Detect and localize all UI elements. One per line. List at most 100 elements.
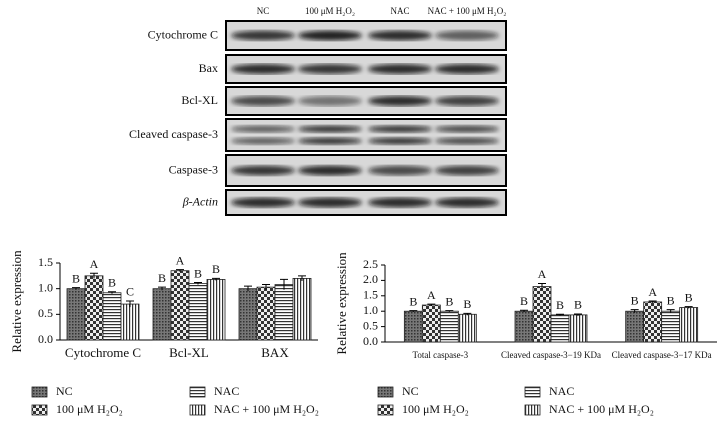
error-bar <box>244 285 252 292</box>
legend-swatch <box>31 404 48 416</box>
blot-band <box>231 96 295 106</box>
bar <box>679 307 699 343</box>
error-bar <box>556 313 564 316</box>
bar <box>514 310 534 343</box>
significance-letter: B <box>158 271 166 285</box>
y-tick-label: 1.0 <box>38 280 53 294</box>
error-bar <box>666 309 675 313</box>
bar <box>625 310 645 343</box>
y-axis-label: Relative expression <box>334 252 349 355</box>
blot-band <box>231 64 295 74</box>
significance-letter: B <box>520 294 528 308</box>
error-bar <box>538 282 546 290</box>
significance-letter: C <box>126 285 134 299</box>
error-bar <box>212 277 220 281</box>
significance-letter: B <box>445 294 453 308</box>
legend-label: NAC <box>214 384 239 398</box>
western-blot: NC 100 μM H₂O₂ NAC NAC + 100 μM H₂O₂ Cytochr… <box>129 6 507 216</box>
lane-label: 100 μM H₂O₂ <box>305 6 355 16</box>
bar <box>84 275 104 341</box>
error-bar <box>445 310 454 312</box>
bar <box>457 313 477 343</box>
bar <box>439 310 459 343</box>
legend-label: NC <box>402 384 419 398</box>
lane-label: NC <box>257 6 270 16</box>
y-tick-label: 2.0 <box>363 272 378 286</box>
blot-band <box>435 64 499 74</box>
blot-band <box>368 64 432 74</box>
legend-label: 100 μM H₂O₂ <box>402 402 469 416</box>
significance-letter: B <box>667 293 675 307</box>
error-bar <box>648 300 657 303</box>
error-bar <box>126 300 134 308</box>
significance-letter: B <box>409 294 417 308</box>
bar-chart: Relative expression 0.0 0.51.01.5 2.02.5 Tot… <box>334 252 717 416</box>
legend-label: NAC + 100 μM H₂O₂ <box>214 402 319 416</box>
bar <box>102 292 122 341</box>
error-bar <box>520 309 528 313</box>
error-bar <box>90 272 98 279</box>
blot-band <box>368 125 432 133</box>
significance-letter: A <box>90 257 99 271</box>
blot-band <box>231 165 295 176</box>
bar <box>643 301 663 343</box>
significance-letter: A <box>648 285 657 299</box>
error-bar <box>684 306 693 309</box>
bar <box>152 288 172 341</box>
y-tick-label: 1.5 <box>363 288 378 302</box>
bar <box>550 314 570 343</box>
blot-band <box>435 125 499 133</box>
significance-letter: B <box>556 298 564 312</box>
y-tick-label: 1.5 <box>38 255 53 269</box>
blot-strip <box>225 118 507 152</box>
legend-label: NC <box>56 384 73 398</box>
y-axis-label: Relative expression <box>9 250 24 353</box>
blot-band <box>298 125 362 133</box>
legend-swatch <box>524 386 541 398</box>
legend-label: NAC + 100 μM H₂O₂ <box>549 402 654 416</box>
row-label: Bax <box>199 61 218 75</box>
error-bar <box>262 284 270 290</box>
legend-label: 100 μM H₂O₂ <box>56 402 123 416</box>
significance-letter: B <box>212 262 220 276</box>
y-tick-label: 0.5 <box>363 318 378 332</box>
legend-swatch <box>189 404 206 416</box>
bar <box>292 277 312 341</box>
blot-band <box>298 96 362 106</box>
bar <box>206 279 226 341</box>
bar <box>274 284 294 341</box>
error-bar <box>280 278 288 290</box>
bar-chart: Relative expression 0.0 0.5 1.0 1.5 Cytochrom… <box>9 250 319 416</box>
blot-band <box>435 96 499 106</box>
bar <box>66 288 86 341</box>
bar <box>661 310 681 343</box>
blot-band <box>435 137 499 145</box>
blot-band <box>435 197 499 208</box>
blot-band <box>435 165 499 176</box>
error-bar <box>194 282 202 285</box>
row-label: β-Actin <box>182 194 218 208</box>
bar <box>188 283 208 341</box>
error-bar <box>427 303 436 306</box>
blot-band <box>298 30 362 41</box>
lane-label: NAC <box>390 6 409 16</box>
error-bar <box>108 291 116 294</box>
significance-letter: B <box>685 290 693 304</box>
bar <box>403 310 423 343</box>
error-bar <box>463 312 472 316</box>
bar <box>568 314 588 343</box>
y-tick-label: 0.0 <box>38 332 53 346</box>
error-bar <box>72 287 80 290</box>
blot-band <box>231 197 295 208</box>
x-tick-label: Cytochrome C <box>65 345 141 360</box>
significance-letter: B <box>108 275 116 289</box>
row-label: Cleaved caspase-3 <box>129 127 218 141</box>
bar <box>170 270 190 341</box>
blot-band <box>435 30 499 41</box>
legend-swatch <box>189 386 206 398</box>
legend-swatch <box>377 386 394 398</box>
row-label: Bcl-XL <box>181 93 218 107</box>
blot-band <box>298 137 362 145</box>
x-tick-label: Cleaved caspase-3−17 KDa <box>612 350 712 360</box>
y-tick-label: 2.5 <box>363 257 378 271</box>
